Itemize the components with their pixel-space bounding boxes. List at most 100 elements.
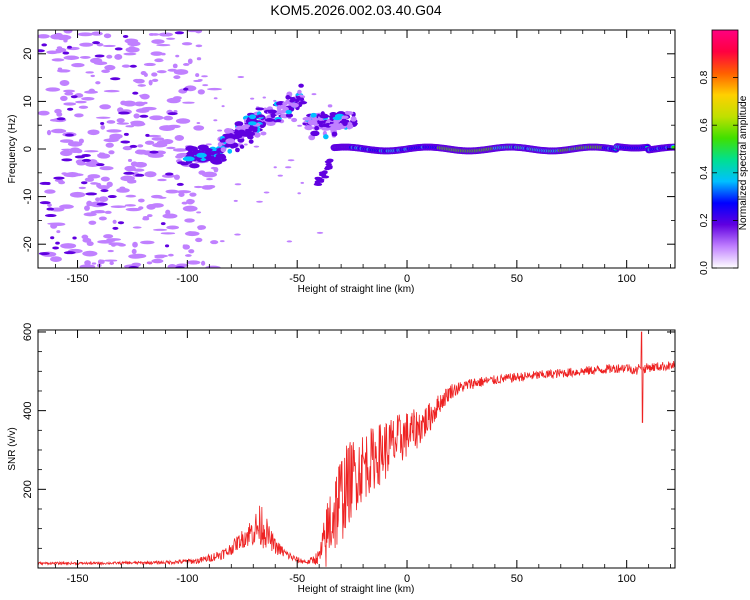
heatmap-speckle [57, 67, 63, 71]
colorbar-tick-label: 0.8 [699, 70, 710, 84]
heatmap-speckle [178, 192, 185, 197]
heatmap-arc-rise [264, 118, 275, 122]
heatmap-speckle [75, 100, 87, 104]
heatmap-speckle-dark [38, 49, 45, 53]
heatmap-speckle [144, 171, 157, 178]
heatmap-speckle [297, 192, 301, 195]
heatmap-speckle [197, 78, 203, 81]
heatmap-speckle [112, 219, 117, 224]
heatmap-arc-mid [345, 111, 354, 115]
heatmap-speckle [125, 207, 142, 212]
heatmap-speckle [150, 51, 163, 56]
heatmap-speckle [67, 141, 83, 147]
heatmap-speckle [207, 184, 216, 189]
heatmap-arc-rise [228, 128, 234, 134]
heatmap-speckle [98, 216, 107, 221]
heatmap-speckle [187, 58, 193, 65]
heatmap-speckle [85, 71, 94, 74]
heatmap-speckle [63, 102, 77, 106]
colorbar-label: Normalized spectral amplitude [738, 95, 749, 230]
heatmap-branch [326, 158, 334, 162]
heatmap-speckle [59, 79, 70, 86]
heatmap-speckle [284, 166, 292, 169]
heatmap-speckle [201, 171, 218, 178]
heatmap-speckle [96, 182, 102, 188]
heatmap-speckle [201, 75, 208, 78]
heatmap-speckle-dark [64, 133, 74, 137]
heatmap-speckle [60, 243, 77, 249]
heatmap-arc-mid [310, 130, 320, 137]
heatmap-speckle [84, 205, 90, 211]
heatmap-speckle [273, 166, 277, 169]
heatmap-speckle [38, 34, 50, 39]
heatmap-speckle-dark [56, 117, 66, 121]
heatmap-speckle [134, 78, 145, 84]
heatmap-speckle [233, 199, 238, 202]
heatmap-speckle [253, 145, 260, 148]
heatmap-branch [315, 182, 323, 186]
heatmap-speckle [78, 186, 86, 190]
heatmap-arc-rise [242, 124, 251, 128]
heatmap-speckle [74, 113, 84, 118]
heatmap-arc-rise [235, 125, 245, 131]
heatmap-speckle-dark [55, 241, 60, 245]
heatmap-speckle [132, 241, 138, 248]
snr-y-tick-label: 200 [22, 480, 34, 498]
heatmap-arc-rise [266, 120, 276, 127]
heatmap-speckle [142, 216, 150, 219]
heatmap-speckle [154, 58, 164, 63]
snr-y-axis-label: SNR (v/v) [7, 427, 18, 470]
snr-x-tick-label: -50 [289, 573, 305, 585]
heatmap-speckle [182, 244, 187, 247]
heatmap-speckle-dark [61, 158, 73, 162]
spectrum-x-tick-label: 50 [511, 273, 523, 285]
heatmap-speckle [88, 88, 96, 94]
heatmap-speckle [63, 89, 76, 93]
heatmap-arc-mid [341, 115, 349, 119]
heatmap-speckle [147, 214, 153, 218]
heatmap-speckle [98, 196, 109, 202]
spectrum-heatmap-marks [38, 30, 675, 268]
heatmap-speckle [132, 179, 137, 184]
heatmap-speckle [151, 72, 158, 77]
heatmap-speckle-dark [81, 158, 91, 162]
heatmap-speckle-dark [167, 112, 178, 116]
heatmap-speckle [207, 87, 222, 91]
snr-x-axis: -150 -100 -50 0 50 100 [55, 330, 672, 585]
snr-plot-frame [37, 329, 676, 569]
heatmap-speckle-dark [94, 54, 105, 58]
heatmap-arc-rise [220, 146, 227, 153]
spectrum-y-tick-label: 10 [22, 95, 34, 107]
heatmap-speckle [51, 58, 65, 62]
heatmap-speckle [81, 97, 95, 101]
heatmap-speckle [140, 163, 146, 167]
heatmap-speckle [105, 142, 114, 148]
heatmap-speckle [184, 218, 195, 223]
heatmap-speckle [83, 150, 99, 153]
heatmap-speckle [149, 115, 164, 121]
heatmap-speckle [152, 228, 168, 231]
heatmap-speckle-dark [46, 207, 55, 211]
heatmap-speckle [197, 89, 205, 95]
heatmap-speckle [150, 203, 164, 208]
heatmap-speckle [46, 129, 52, 136]
heatmap-speckle [165, 189, 179, 194]
snr-chart: -150 -100 -50 0 50 100 200 400 600 Height of st… [7, 323, 676, 595]
heatmap-speckle [173, 96, 182, 100]
heatmap-speckle [141, 106, 157, 111]
heatmap-speckle [130, 121, 146, 127]
heatmap-speckle [105, 33, 110, 38]
heatmap-arc-rise [297, 89, 302, 95]
heatmap-arc-rise [239, 144, 245, 149]
heatmap-speckle [103, 138, 119, 143]
heatmap-speckle-dark [118, 111, 130, 115]
heatmap-speckle [60, 95, 68, 101]
heatmap-speckle [108, 150, 115, 155]
heatmap-speckle-dark [183, 87, 189, 91]
heatmap-band-left [187, 146, 198, 152]
heatmap-branch [318, 177, 323, 181]
heatmap-arc-rise [248, 114, 257, 120]
heatmap-speckle-dark [67, 107, 74, 111]
heatmap-speckle [137, 198, 145, 203]
heatmap-speckle [110, 205, 127, 208]
